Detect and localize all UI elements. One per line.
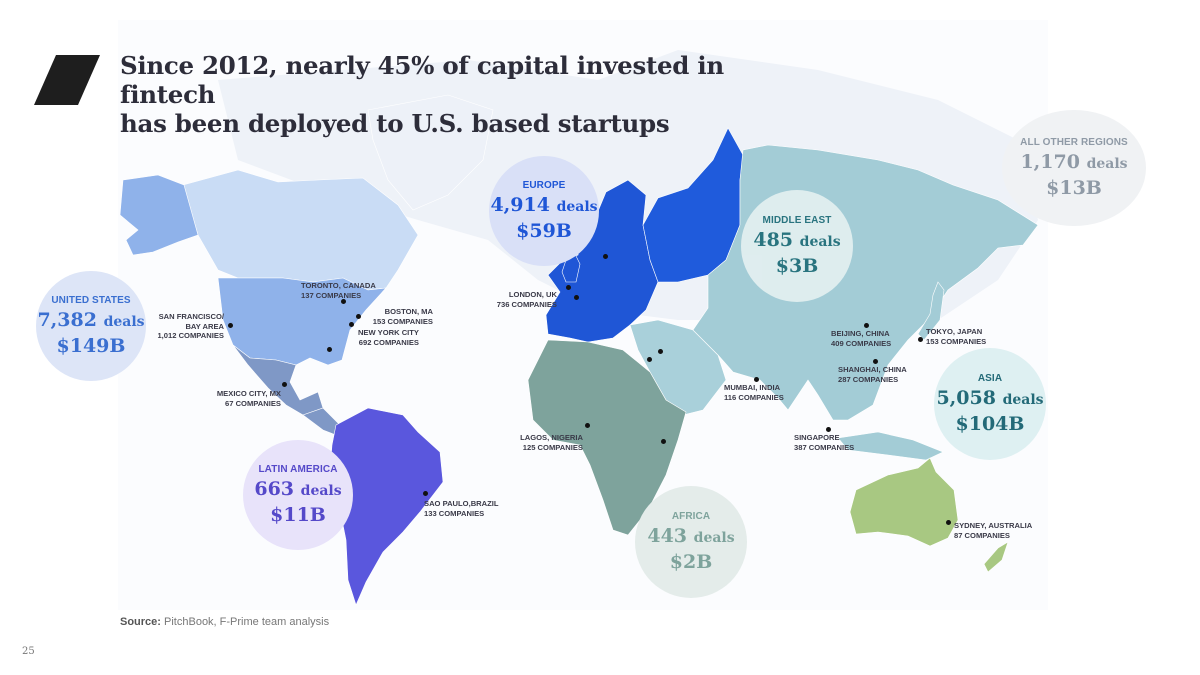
- city-label-san-francisco: SAN FRANCISCO/BAY AREA 1,012 COMPANIES: [157, 312, 224, 340]
- region-value: $149B: [56, 334, 126, 357]
- region-name: ASIA: [977, 372, 1003, 384]
- page-title: Since 2012, nearly 45% of capital invest…: [120, 51, 800, 138]
- region-value: $2B: [669, 550, 713, 573]
- city-label-mumbai: MUMBAI, INDIA 116 COMPANIES: [724, 383, 784, 402]
- city-marker-sydney: [946, 520, 951, 525]
- page-number: 25: [22, 646, 35, 657]
- region-value: $59B: [516, 219, 572, 242]
- city-marker-shanghai: [873, 359, 878, 364]
- city-marker-boston: [356, 314, 361, 319]
- city-marker-toronto: [341, 299, 346, 304]
- region-deals: 1,170 deals: [1020, 150, 1128, 173]
- city-label-sydney: SYDNEY, AUSTRALIA 87 COMPANIES: [954, 521, 1033, 540]
- region-name: LATIN AMERICA: [258, 463, 338, 475]
- city-marker-mumbai: [754, 377, 759, 382]
- city-label-lagos: LAGOS, NIGERIA 125 COMPANIES: [520, 433, 583, 452]
- title-line-2: has been deployed to U.S. based startups: [120, 109, 670, 138]
- bubble-asia: ASIA 5,058 deals $104B: [934, 348, 1046, 460]
- region-name: UNITED STATES: [51, 294, 131, 306]
- city-marker-new-york: [349, 322, 354, 327]
- region-value: $13B: [1046, 176, 1102, 199]
- region-name: MIDDLE EAST: [762, 214, 832, 226]
- region-name: AFRICA: [671, 510, 711, 522]
- region-alaska: [119, 174, 199, 256]
- city-marker-sao-paulo: [423, 491, 428, 496]
- source-note: Source: PitchBook, F-Prime team analysis: [120, 616, 329, 628]
- bubble-all-other-regions: ALL OTHER REGIONS 1,170 deals $13B: [1002, 110, 1146, 226]
- city-label-boston: BOSTON, MA 153 COMPANIES: [372, 307, 433, 326]
- source-text: PitchBook, F-Prime team analysis: [164, 616, 330, 628]
- region-greenland: [367, 94, 494, 211]
- bubble-middle-east: MIDDLE EAST 485 deals $3B: [741, 190, 853, 302]
- city-marker-europe-3: [603, 254, 608, 259]
- region-value: $104B: [955, 412, 1025, 435]
- region-middle-east: [629, 319, 727, 416]
- city-marker-europe-2: [574, 295, 579, 300]
- region-value: $3B: [775, 254, 819, 277]
- city-label-london: LONDON, UK 736 COMPANIES: [496, 290, 557, 309]
- region-deals: 5,058 deals: [936, 386, 1044, 409]
- region-name: EUROPE: [522, 179, 566, 191]
- region-indonesia: [837, 431, 944, 461]
- region-deals: 443 deals: [647, 524, 735, 547]
- city-marker-tokyo: [918, 337, 923, 342]
- region-australia: [849, 457, 959, 547]
- city-marker-beijing: [864, 323, 869, 328]
- brand-logo-icon: [34, 55, 100, 105]
- city-label-sao-paulo: SAO PAULO,BRAZIL 133 COMPANIES: [424, 499, 499, 518]
- city-label-toronto: TORONTO, CANADA 137 COMPANIES: [301, 281, 376, 300]
- city-label-tokyo: TOKYO, JAPAN 153 COMPANIES: [926, 327, 987, 346]
- city-marker-lagos: [585, 423, 590, 428]
- city-marker-africa-east: [661, 439, 666, 444]
- region-value: $11B: [270, 503, 326, 526]
- region-deals: 663 deals: [254, 477, 342, 500]
- bubble-africa: AFRICA 443 deals $2B: [635, 486, 747, 598]
- city-label-shanghai: SHANGHAI, CHINA 287 COMPANIES: [838, 365, 907, 384]
- city-marker-mexico-city: [282, 382, 287, 387]
- city-marker-san-francisco: [228, 323, 233, 328]
- bubble-europe: EUROPE 4,914 deals $59B: [489, 156, 599, 266]
- region-mexico: [232, 344, 324, 416]
- city-label-singapore: SINGAPORE 387 COMPANIES: [794, 433, 855, 452]
- city-marker-singapore: [826, 427, 831, 432]
- city-marker-middle-east-1: [658, 349, 663, 354]
- city-label-new-york: NEW YORK CITY 692 COMPANIES: [357, 328, 419, 347]
- region-deals: 485 deals: [753, 228, 841, 251]
- region-name: ALL OTHER REGIONS: [1020, 136, 1128, 148]
- city-marker-us-southeast: [327, 347, 332, 352]
- region-new-zealand: [983, 541, 1009, 573]
- region-deals: 4,914 deals: [490, 193, 598, 216]
- bubble-latin-america: LATIN AMERICA 663 deals $11B: [243, 440, 353, 550]
- city-marker-london: [566, 285, 571, 290]
- region-deals: 7,382 deals: [37, 308, 145, 331]
- city-label-beijing: BEIJING, CHINA 409 COMPANIES: [831, 329, 892, 348]
- city-marker-middle-east-2: [647, 357, 652, 362]
- title-line-1: Since 2012, nearly 45% of capital invest…: [120, 51, 724, 109]
- city-label-mexico-city: MEXICO CITY, MX 67 COMPANIES: [216, 389, 281, 408]
- source-label: Source:: [120, 616, 161, 628]
- bubble-united-states: UNITED STATES 7,382 deals $149B: [36, 271, 146, 381]
